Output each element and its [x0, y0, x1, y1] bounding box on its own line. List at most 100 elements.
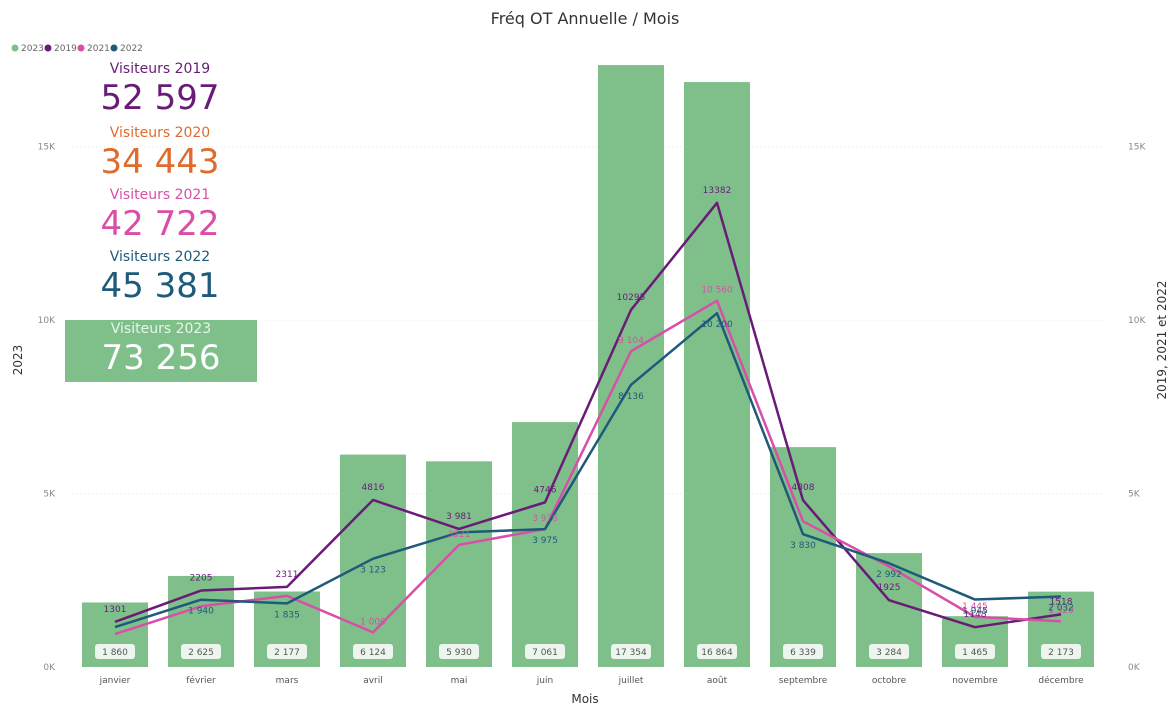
- kpi-2020-value: 34 443: [100, 142, 220, 182]
- kpi-2022-label: Visiteurs 2022: [109, 249, 211, 265]
- legend-marker-2023: [11, 44, 19, 52]
- point-label-2022-octobre: 2 992: [876, 570, 902, 580]
- point-label-2019-novembre: 1148: [964, 610, 987, 620]
- point-label-2022-août: 10 200: [701, 320, 733, 330]
- legend-label-2021: 2021: [87, 44, 110, 54]
- point-label-2019-février: 2205: [190, 574, 213, 584]
- y-left-tick-5000: 5K: [43, 490, 56, 500]
- kpi-2020-label: Visiteurs 2020: [109, 125, 211, 141]
- point-label-2021-mai: 3521: [448, 530, 471, 540]
- y-left-tick-10000: 10K: [38, 316, 56, 326]
- point-label-2022-février: 1 940: [188, 607, 214, 617]
- point-label-2022-juin: 3 975: [532, 536, 558, 546]
- point-label-2019-septembre: 4808: [792, 483, 815, 493]
- point-label-2019-mai: 3 981: [446, 512, 472, 522]
- bar-label-mars: 2 177: [274, 648, 300, 658]
- bar-label-bg-janvier: [95, 644, 135, 659]
- bar-label-bg-mai: [439, 644, 479, 659]
- x-tick-août: août: [707, 676, 728, 686]
- bar-label-novembre: 1 465: [962, 648, 988, 658]
- legend-label-2022: 2022: [120, 44, 143, 54]
- bar-label-bg-juin: [525, 644, 565, 659]
- point-label-2021-avril: 1 000: [360, 617, 386, 627]
- x-axis-title: Mois: [571, 692, 598, 705]
- point-label-2019-août: 13382: [703, 186, 732, 196]
- point-label-2022-décembre: 2 032: [1048, 604, 1074, 614]
- point-label-2021-juillet: 9 104: [618, 336, 644, 346]
- kpi-2023-value: 73 256: [101, 338, 221, 378]
- y-right-tick-15000: 15K: [1128, 143, 1146, 153]
- x-tick-octobre: octobre: [872, 676, 907, 686]
- bar-label-avril: 6 124: [360, 648, 386, 658]
- bar-label-juin: 7 061: [532, 648, 558, 658]
- line-2019: [114, 201, 1062, 629]
- point-label-2021-décembre: 1 320: [1048, 606, 1074, 616]
- legend-marker-2022: [110, 44, 118, 52]
- bar-label-bg-novembre: [955, 644, 995, 659]
- x-tick-janvier: janvier: [99, 676, 131, 686]
- x-tick-juillet: juillet: [618, 676, 644, 686]
- kpi-2022: Visiteurs 2022 45 381: [60, 248, 260, 306]
- point-label-2019-décembre: 1518: [1050, 597, 1073, 607]
- kpi-2020: Visiteurs 2020 34 443: [60, 124, 260, 182]
- kpi-2021-label: Visiteurs 2021: [109, 187, 211, 203]
- x-tick-mai: mai: [451, 676, 468, 686]
- bar-label-décembre: 2 173: [1048, 648, 1074, 658]
- chart-title: Fréq OT Annuelle / Mois: [491, 9, 680, 28]
- x-tick-février: février: [186, 675, 216, 686]
- legend-marker-2021: [77, 44, 85, 52]
- bar-label-février: 2 625: [188, 648, 214, 658]
- bar-label-mai: 5 930: [446, 648, 472, 658]
- x-tick-juin: juin: [536, 676, 553, 686]
- line-2022: [114, 311, 1062, 629]
- bar-label-octobre: 3 284: [876, 648, 902, 658]
- bar-mai: [426, 461, 492, 667]
- point-label-2022-septembre: 3 830: [790, 541, 816, 551]
- kpi-2019: Visiteurs 2019 52 597: [60, 60, 260, 118]
- x-tick-avril: avril: [363, 676, 383, 686]
- point-label-2021-novembre: 1 445: [962, 602, 988, 612]
- bar-septembre: [770, 447, 836, 667]
- bar-label-bg-juillet: [611, 644, 651, 659]
- y-right-tick-5000: 5K: [1128, 490, 1141, 500]
- y-right-tick-0: 0K: [1128, 663, 1141, 673]
- y-right-tick-10000: 10K: [1128, 316, 1146, 326]
- point-label-2022-mars: 1 835: [274, 610, 300, 620]
- point-label-2021-août: 10 560: [701, 286, 733, 296]
- x-tick-décembre: décembre: [1038, 675, 1084, 686]
- bar-label-bg-septembre: [783, 644, 823, 659]
- bar-label-bg-décembre: [1041, 644, 1081, 659]
- y-left-tick-0: 0K: [43, 663, 56, 673]
- bar-label-août: 16 864: [701, 648, 733, 658]
- point-label-2022-juillet: 8 136: [618, 392, 644, 402]
- bar-juin: [512, 422, 578, 667]
- point-label-2019-avril: 4816: [362, 483, 385, 493]
- point-label-2022-avril: 3 123: [360, 566, 386, 576]
- bar-label-juillet: 17 354: [615, 648, 647, 658]
- x-tick-mars: mars: [276, 676, 299, 686]
- legend-label-2019: 2019: [54, 44, 77, 54]
- kpi-2019-value: 52 597: [100, 78, 220, 118]
- kpi-2023-label: Visiteurs 2023: [110, 321, 212, 337]
- point-label-2019-octobre: 1925: [878, 583, 901, 593]
- kpi-2021: Visiteurs 2021 42 722: [60, 186, 260, 244]
- point-label-2021-juin: 3 976: [532, 514, 558, 524]
- point-label-2019-mars: 2311: [276, 570, 299, 580]
- y-left-tick-15000: 15K: [38, 143, 56, 153]
- point-label-2022-novembre: 1 945: [962, 607, 988, 617]
- x-tick-novembre: novembre: [952, 676, 998, 686]
- legend-marker-2019: [44, 44, 52, 52]
- bar-label-bg-août: [697, 644, 737, 659]
- point-label-2019-juillet: 10295: [617, 293, 646, 303]
- point-label-2019-juin: 4746: [534, 485, 557, 495]
- legend-label-2023: 2023: [21, 44, 44, 54]
- kpi-2019-label: Visiteurs 2019: [109, 61, 211, 77]
- bar-label-bg-mars: [267, 644, 307, 659]
- y-axis-title-right: 2019, 2021 et 2022: [1155, 281, 1169, 400]
- bar-label-bg-avril: [353, 644, 393, 659]
- line-2021: [114, 299, 1062, 636]
- bar-label-septembre: 6 339: [790, 648, 816, 658]
- kpi-2023: Visiteurs 2023 73 256: [65, 320, 257, 382]
- kpi-2022-value: 45 381: [100, 266, 220, 306]
